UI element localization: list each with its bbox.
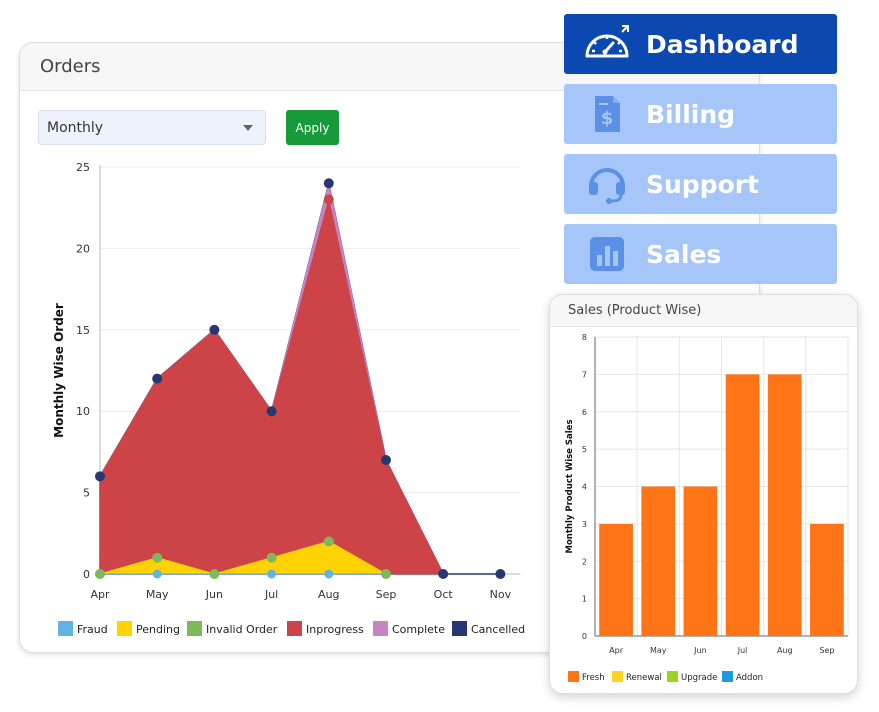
headset-icon: [582, 164, 632, 204]
caret-down-icon: [243, 125, 253, 131]
legend-label: Renewal: [626, 673, 662, 683]
period-select-value: Monthly: [47, 119, 104, 136]
bar-fresh: [683, 486, 718, 636]
invoice-icon: $: [582, 94, 632, 134]
y-tick-label: 10: [76, 405, 90, 418]
y-tick-label: 25: [76, 161, 90, 174]
x-tick-label: Sep: [376, 588, 397, 601]
y-tick-label: 4: [582, 483, 587, 492]
legend-swatch: [568, 671, 579, 682]
bar-fresh: [725, 374, 760, 636]
nav-dashboard-button[interactable]: Dashboard: [564, 14, 837, 74]
x-tick-label: Aug: [318, 588, 339, 601]
sales-title: Sales (Product Wise): [568, 303, 702, 318]
bar-fresh: [767, 374, 802, 636]
apply-button[interactable]: Apply: [286, 110, 339, 145]
svg-text:$: $: [601, 108, 614, 129]
x-tick-label: Jun: [693, 646, 707, 655]
nav-billing-button[interactable]: $ Billing: [564, 84, 837, 144]
point-fraud: [324, 569, 334, 579]
x-tick-label: Nov: [490, 588, 512, 601]
y-axis-title: Monthly Wise Order: [52, 303, 66, 438]
y-tick-label: 20: [76, 242, 90, 255]
bar-fresh: [641, 486, 676, 636]
legend-label: Inprogress: [306, 623, 364, 636]
x-tick-label: Sep: [819, 646, 834, 655]
point-cancelled: [495, 569, 506, 579]
bar-fresh: [810, 523, 844, 636]
point-inprogress: [323, 194, 334, 205]
x-tick-label: Aug: [777, 646, 793, 655]
point-fraud: [152, 569, 162, 579]
legend-label: Fraud: [77, 623, 108, 636]
legend-swatch: [667, 671, 678, 682]
bar-fresh: [599, 523, 633, 636]
legend-label: Pending: [136, 623, 180, 636]
point-invalid-order: [152, 552, 163, 563]
y-tick-label: 1: [582, 595, 587, 604]
y-tick-label: 7: [582, 370, 587, 379]
legend-swatch: [722, 671, 733, 682]
x-tick-label: Jul: [264, 588, 278, 601]
y-tick-label: 5: [83, 487, 90, 500]
y-tick-label: 0: [83, 568, 90, 581]
nav-sales-button[interactable]: Sales: [564, 224, 837, 284]
y-tick-label: 2: [582, 557, 587, 566]
legend-swatch: [58, 621, 73, 636]
y-axis-title: Monthly Product Wise Sales: [565, 419, 575, 553]
point-invalid-order: [95, 569, 105, 579]
area-inprogress: [99, 199, 445, 575]
speedometer-icon: [582, 24, 632, 64]
point-cancelled: [438, 569, 449, 579]
point-invalid-order: [381, 569, 391, 579]
point-cancelled: [209, 324, 220, 335]
point-invalid-order: [209, 569, 220, 579]
legend-swatch: [287, 621, 302, 636]
point-fraud: [267, 569, 277, 579]
legend-swatch: [187, 621, 202, 636]
legend-swatch: [612, 671, 623, 682]
nav-billing-label: Billing: [646, 99, 736, 129]
x-tick-label: May: [650, 646, 667, 655]
x-tick-label: Apr: [90, 588, 110, 601]
point-cancelled: [152, 373, 163, 384]
legend-label: Complete: [392, 623, 445, 636]
y-tick-label: 3: [582, 520, 587, 529]
legend-label: Invalid Order: [206, 623, 278, 636]
sales-chart: 0 1 2 3 4 5 6 7 8 Apr May Jun Jul Aug Sep Monthly Produ…: [565, 333, 849, 683]
sales-card: Sales (Product Wise) 0 1 2 3 4 5 6 7 8 Apr May Jun J…: [549, 294, 858, 694]
orders-title: Orders: [40, 56, 101, 77]
point-invalid-order: [323, 536, 334, 547]
orders-chart: 0 5 10 15 20 25 Apr May Jun Jul Aug Sep Oct Nov Monthl…: [52, 161, 525, 636]
period-select[interactable]: Monthly: [38, 110, 266, 145]
point-cancelled: [381, 455, 391, 466]
point-cancelled: [266, 406, 277, 417]
bar-chart-icon: [582, 234, 632, 274]
nav-support-button[interactable]: Support: [564, 154, 837, 214]
x-tick-label: May: [146, 588, 169, 601]
legend-label: Fresh: [582, 673, 605, 683]
y-tick-label: 6: [582, 408, 587, 417]
x-tick-label: Oct: [434, 588, 454, 601]
x-tick-label: Jul: [737, 646, 748, 655]
nav-dashboard-label: Dashboard: [646, 29, 799, 59]
point-cancelled: [323, 178, 334, 189]
nav-support-label: Support: [646, 169, 760, 199]
y-tick-label: 0: [582, 632, 587, 641]
legend-label: Cancelled: [471, 623, 525, 636]
legend-label: Upgrade: [681, 673, 717, 683]
legend-swatch: [117, 621, 132, 636]
x-tick-label: Apr: [609, 646, 624, 655]
legend-label: Addon: [736, 673, 763, 683]
y-tick-label: 8: [582, 333, 587, 342]
point-invalid-order: [266, 552, 277, 563]
nav-sales-label: Sales: [646, 239, 722, 269]
point-cancelled: [95, 471, 105, 482]
legend-swatch: [373, 621, 388, 636]
x-tick-label: Jun: [205, 588, 223, 601]
sales-header: Sales (Product Wise): [550, 295, 857, 327]
legend-swatch: [452, 621, 467, 636]
y-tick-label: 5: [582, 445, 587, 454]
y-tick-label: 15: [76, 324, 90, 337]
